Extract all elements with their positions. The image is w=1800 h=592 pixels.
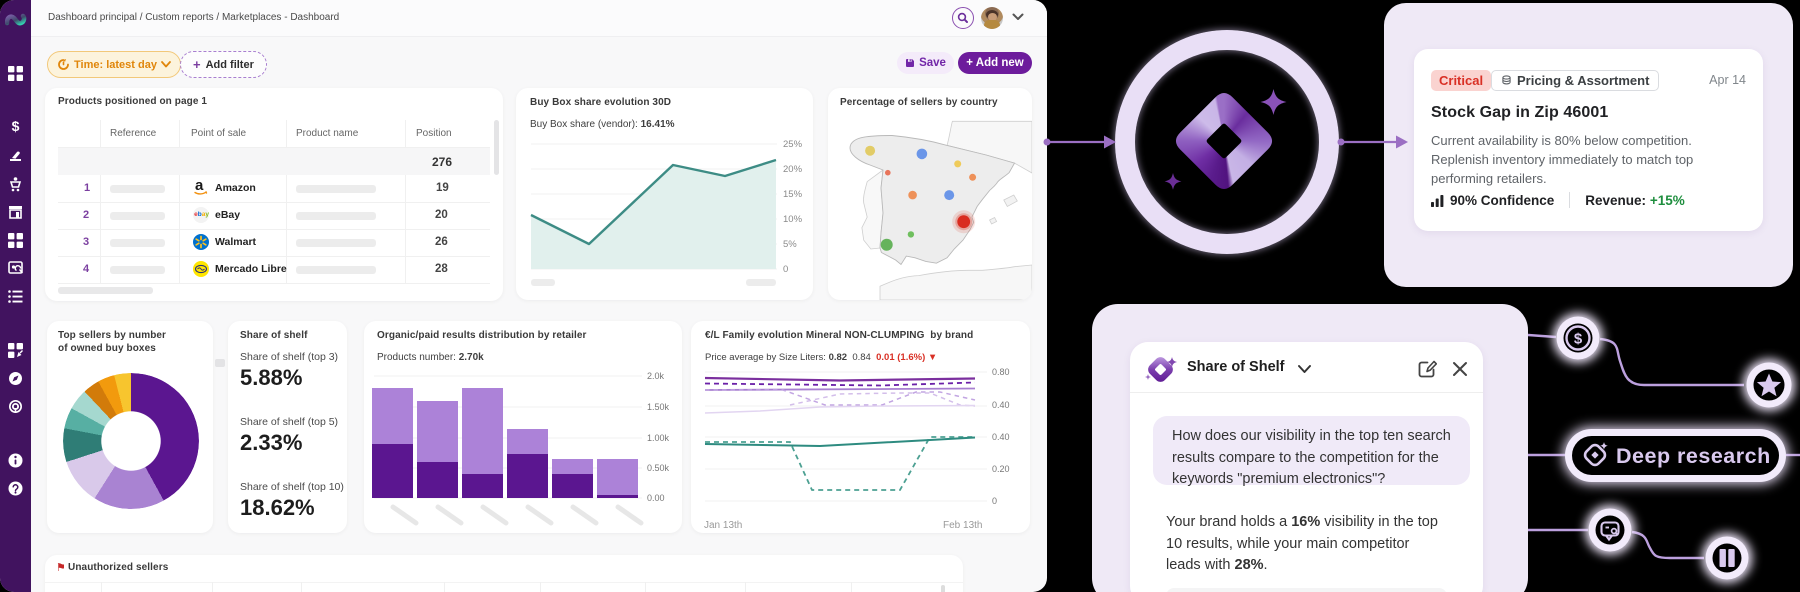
svg-text:Feb 13th: Feb 13th xyxy=(943,520,982,531)
svg-text:0.80: 0.80 xyxy=(992,367,1010,377)
svg-text:0.20: 0.20 xyxy=(992,464,1010,474)
svg-text:0.40: 0.40 xyxy=(992,432,1010,442)
svg-text:0: 0 xyxy=(783,264,788,275)
svg-text:15%: 15% xyxy=(783,189,803,200)
svg-text:5%: 5% xyxy=(783,239,797,250)
svg-text:1.50k: 1.50k xyxy=(647,402,670,412)
svg-text:0.50k: 0.50k xyxy=(647,463,670,473)
svg-text:$: $ xyxy=(1574,331,1583,348)
svg-text:1.00k: 1.00k xyxy=(647,433,670,443)
svg-text:25%: 25% xyxy=(783,139,803,150)
svg-text:0.00: 0.00 xyxy=(647,493,665,503)
svg-text:Deep research: Deep research xyxy=(1616,444,1771,468)
svg-text:2.0k: 2.0k xyxy=(647,371,665,381)
svg-text:0: 0 xyxy=(992,496,997,506)
svg-text:20%: 20% xyxy=(783,164,803,175)
svg-text:Jan 13th: Jan 13th xyxy=(704,520,742,531)
svg-text:0.40: 0.40 xyxy=(992,400,1010,410)
svg-text:10%: 10% xyxy=(783,214,803,225)
